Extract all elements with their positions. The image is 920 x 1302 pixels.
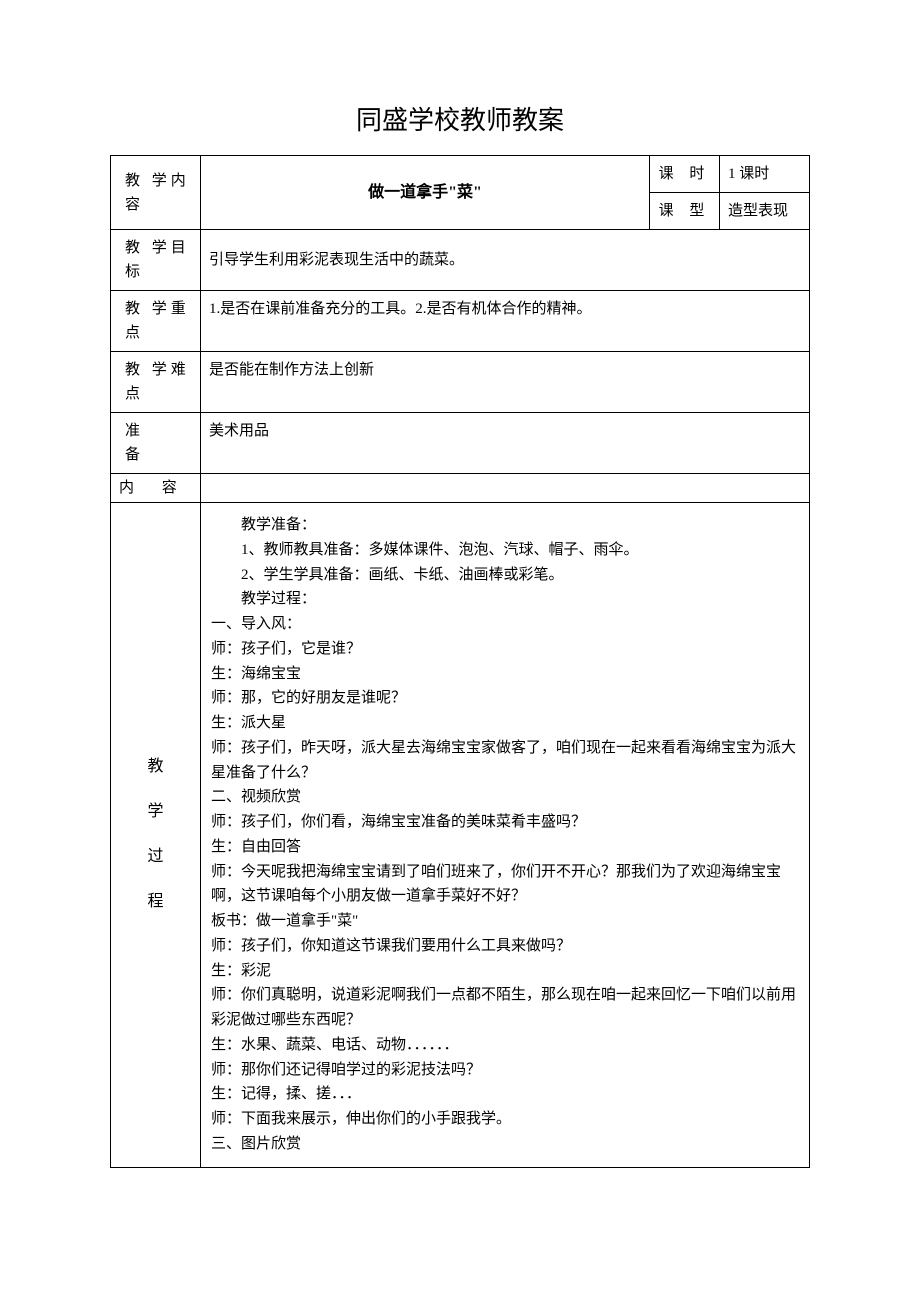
process-line: 二、视频欣赏 <box>211 785 799 810</box>
process-line: 师：孩子们，昨天呀，派大星去海绵宝宝家做客了，咱们现在一起来看看海绵宝宝为派大星… <box>211 736 799 786</box>
label-teaching-content: 教 学内 容 <box>111 156 201 230</box>
process-line: 师：孩子们，你知道这节课我们要用什么工具来做吗？ <box>211 934 799 959</box>
process-line: 三、图片欣赏 <box>211 1132 799 1157</box>
process-char-2: 过 <box>119 835 192 880</box>
process-line: 生：派大星 <box>211 711 799 736</box>
process-line: 师：下面我来展示，伸出你们的小手跟我学。 <box>211 1107 799 1132</box>
process-line: 板书：做一道拿手"菜" <box>211 909 799 934</box>
process-line: 师：孩子们，它是谁？ <box>211 637 799 662</box>
value-subject: 做一道拿手"菜" <box>201 156 650 230</box>
process-line: 生：彩泥 <box>211 959 799 984</box>
process-line: 师：今天呢我把海绵宝宝请到了咱们班来了，你们开不开心？那我们为了欢迎海绵宝宝啊，… <box>211 860 799 910</box>
process-line: 生：海绵宝宝 <box>211 662 799 687</box>
process-line: 生：自由回答 <box>211 835 799 860</box>
prep-title: 教学准备： <box>211 513 799 538</box>
process-char-0: 教 <box>119 745 192 790</box>
label-teaching-goal: 教 学目 标 <box>111 230 201 291</box>
prep-line-1: 1、教师教具准备：多媒体课件、泡泡、汽球、帽子、雨伞。 <box>211 538 799 563</box>
label-teaching-focus: 教 学重 点 <box>111 291 201 352</box>
process-line: 生：水果、蔬菜、电话、动物．．．．．． <box>211 1033 799 1058</box>
label-teaching-difficulty: 教 学难 点 <box>111 352 201 413</box>
prep-line-2: 2、学生学具准备：画纸、卡纸、油画棒或彩笔。 <box>211 563 799 588</box>
process-char-3: 程 <box>119 880 192 925</box>
process-char-1: 学 <box>119 790 192 835</box>
value-class-hour: 1 课时 <box>720 156 810 193</box>
value-difficulty: 是否能在制作方法上创新 <box>201 352 810 413</box>
value-class-type: 造型表现 <box>720 193 810 230</box>
label-class-hour: 课 时 <box>650 156 720 193</box>
label-class-type: 课 型 <box>650 193 720 230</box>
process-content: 教学准备： 1、教师教具准备：多媒体课件、泡泡、汽球、帽子、雨伞。 2、学生学具… <box>201 503 810 1168</box>
value-focus: 1.是否在课前准备充分的工具。2.是否有机体合作的精神。 <box>201 291 810 352</box>
label-content: 内 容 <box>111 474 201 503</box>
process-line: 师：你们真聪明，说道彩泥啊我们一点都不陌生，那么现在咱一起来回忆一下咱们以前用彩… <box>211 983 799 1033</box>
process-line: 师：那，它的好朋友是谁呢？ <box>211 686 799 711</box>
proc-title: 教学过程： <box>211 587 799 612</box>
process-line: 师：那你们还记得咱学过的彩泥技法吗？ <box>211 1058 799 1083</box>
process-line: 一、导入风： <box>211 612 799 637</box>
process-line: 师：孩子们，你们看，海绵宝宝准备的美味菜肴丰盛吗？ <box>211 810 799 835</box>
value-preparation: 美术用品 <box>201 413 810 474</box>
value-goal: 引导学生利用彩泥表现生活中的蔬菜。 <box>201 230 810 291</box>
value-content-empty <box>201 474 810 503</box>
page-title: 同盛学校教师教案 <box>110 100 810 137</box>
lesson-plan-table: 教 学内 容 做一道拿手"菜" 课 时 1 课时 课 型 造型表现 教 学目 标… <box>110 155 810 1168</box>
label-teaching-process: 教 学 过 程 <box>111 503 201 1168</box>
process-line: 生：记得，揉、搓．．． <box>211 1082 799 1107</box>
label-preparation: 准 备 <box>111 413 201 474</box>
